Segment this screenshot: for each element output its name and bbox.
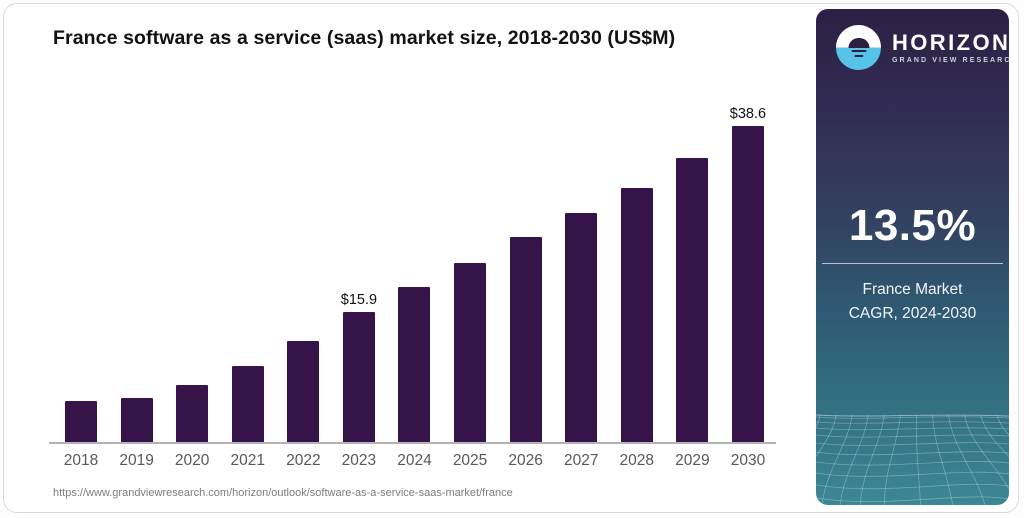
x-tick-label: 2027 — [563, 452, 599, 469]
reflection-dash — [854, 55, 863, 58]
brand-text: HORIZON GRAND VIEW RESEARCH — [892, 29, 1009, 64]
bar-column — [454, 263, 487, 443]
x-tick-label: 2025 — [452, 452, 488, 469]
bar-column — [287, 341, 320, 443]
bar-value-label: $38.6 — [729, 106, 767, 122]
bar — [231, 365, 264, 443]
bar — [509, 236, 542, 443]
x-tick-label: 2030 — [730, 452, 766, 469]
mesh-pattern — [816, 414, 1009, 505]
bar-column — [565, 213, 598, 443]
bars-area: $15.9 $38.6 — [49, 104, 776, 443]
cagr-label-line1: France Market — [862, 281, 963, 298]
x-tick-label: 2021 — [230, 452, 265, 469]
cagr-value: 13.5% — [848, 201, 977, 250]
x-tick-label: 2020 — [174, 452, 210, 469]
bar — [565, 213, 598, 443]
x-tick-label: 2019 — [119, 452, 154, 469]
bar — [454, 263, 487, 443]
x-tick-label: 2018 — [63, 452, 99, 469]
bar-column — [231, 365, 264, 443]
bar — [676, 158, 709, 443]
cagr-block: 13.5% France Market CAGR, 2024-2030 — [816, 201, 1009, 326]
cagr-label-line2: CAGR, 2024-2030 — [848, 305, 977, 322]
bar — [65, 401, 97, 443]
x-tick-label: 2029 — [675, 452, 710, 469]
divider — [822, 263, 1003, 264]
bar-chart: $15.9 $38.6 2018 2019 2020 2021 2022 2023 2024 2… — [49, 104, 776, 469]
bar-column — [65, 401, 97, 443]
x-axis-labels: 2018 2019 2020 2021 2022 2023 2024 2025 2026 2027… — [49, 452, 776, 470]
bar — [287, 341, 320, 443]
bar-column — [120, 397, 153, 443]
bar-column — [676, 158, 709, 443]
bar — [176, 384, 209, 443]
x-tick-label: 2024 — [397, 452, 432, 469]
x-tick-label: 2023 — [341, 452, 377, 469]
x-axis-line — [49, 442, 776, 444]
bar — [342, 312, 375, 443]
brand-header: HORIZON GRAND VIEW RESEARCH — [836, 25, 1009, 70]
source-url: https://www.grandviewresearch.com/horizo… — [53, 487, 513, 499]
brand-sidebar: HORIZON GRAND VIEW RESEARCH 13.5% France… — [816, 9, 1009, 505]
infographic-card: France software as a service (saas) mark… — [3, 3, 1019, 513]
bar — [731, 126, 764, 443]
brand-name: HORIZON — [892, 29, 1009, 55]
bar-column: $15.9 — [340, 292, 378, 443]
x-tick-label: 2028 — [619, 452, 655, 469]
bar — [120, 397, 153, 443]
chart-title: France software as a service (saas) mark… — [53, 27, 676, 49]
bar-column: $38.6 — [729, 106, 767, 443]
bar — [620, 187, 653, 443]
horizon-sun-logo-icon — [836, 25, 881, 70]
bar-column — [176, 384, 209, 443]
bar-value-label: $15.9 — [340, 292, 378, 309]
bar — [398, 287, 431, 443]
brand-subtitle: GRAND VIEW RESEARCH — [892, 56, 1009, 64]
bar-column — [398, 287, 431, 443]
reflection-dash — [851, 50, 866, 53]
bar-column — [620, 187, 653, 443]
sun-dome-shape — [848, 37, 869, 48]
x-tick-label: 2022 — [286, 452, 321, 469]
bar-column — [509, 236, 542, 443]
x-tick-label: 2026 — [508, 452, 543, 469]
